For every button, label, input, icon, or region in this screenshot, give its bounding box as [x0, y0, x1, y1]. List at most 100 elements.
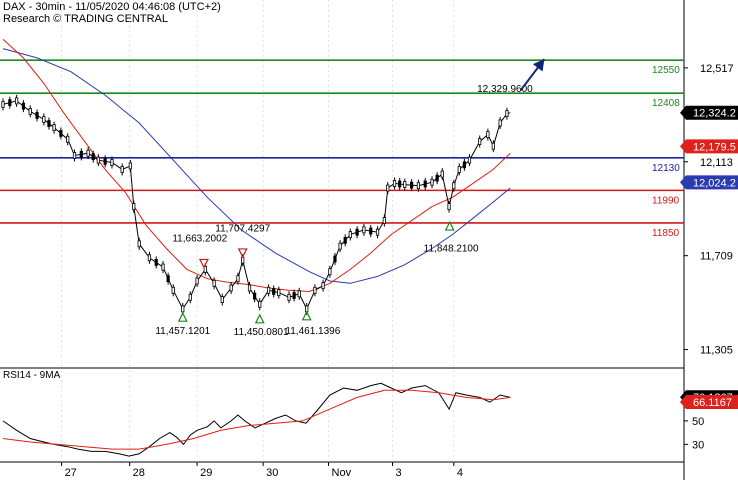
candle-body	[398, 180, 402, 188]
candle-body	[8, 99, 12, 107]
price-line	[2, 100, 511, 311]
badge-value: 66.1167	[693, 397, 732, 409]
candle-body	[292, 292, 296, 299]
time-tick-label: 3	[396, 467, 402, 479]
candle-body	[247, 284, 252, 292]
candle-body	[181, 305, 185, 313]
rsi-tick-label: 30	[692, 439, 704, 451]
candle-body	[369, 227, 373, 235]
candle-body	[47, 120, 51, 127]
candle-body	[161, 263, 165, 271]
candle-body	[132, 203, 136, 211]
candle-body	[457, 166, 461, 173]
candle-body	[375, 228, 380, 236]
candle-body	[110, 159, 114, 166]
rsi-panel: RSI14 - 9MA	[2, 370, 511, 457]
swing-high-marker	[198, 258, 209, 269]
price-tick-label: 12,113	[700, 157, 733, 169]
candle-body	[338, 242, 342, 250]
badge-shape	[680, 139, 738, 154]
candle-body	[253, 292, 257, 300]
chart-source: Research © TRADING CENTRAL	[3, 13, 168, 25]
candle-body	[498, 119, 502, 127]
candle-body	[272, 288, 276, 295]
candle-body	[287, 293, 291, 301]
candle-body	[103, 157, 107, 165]
candle-body	[505, 110, 509, 118]
candle-body	[229, 284, 233, 292]
level-label-11990: 11990	[652, 195, 680, 206]
value-badge: 12,324.2	[680, 105, 738, 120]
swing-low-marker	[254, 313, 265, 324]
candle-body	[313, 286, 317, 294]
price-annotation: 11,461.1396	[285, 326, 340, 337]
badge-value: 12,024.2	[693, 177, 736, 189]
candle-body	[328, 268, 332, 276]
rsi-tick-label: 50	[692, 416, 704, 428]
candle-body	[195, 277, 199, 285]
candle-body	[171, 286, 175, 294]
forecast-arrow-icon	[532, 59, 545, 72]
value-badge: 12,024.2	[680, 175, 738, 190]
candle-body	[59, 130, 63, 137]
price-tick-label: 11,305	[700, 345, 733, 357]
price-annotation: 11,663.2002	[172, 233, 227, 244]
candle-body	[478, 138, 482, 145]
candle-body	[343, 236, 347, 244]
candle-body	[28, 107, 32, 115]
level-label-12130: 12130	[652, 163, 680, 174]
candle-body	[362, 226, 366, 234]
candle-body	[392, 179, 397, 187]
candle-body	[21, 102, 26, 110]
badge-shape	[680, 394, 738, 409]
value-badge: 12,179.5	[680, 139, 738, 154]
candle-body	[447, 203, 451, 211]
candle-body	[416, 182, 421, 190]
candle-body	[236, 275, 240, 283]
time-tick-label: 4	[457, 467, 463, 479]
ma-slow-line	[2, 48, 511, 284]
rsi-line	[2, 382, 511, 457]
candle-body	[86, 149, 90, 157]
candle-body	[409, 181, 414, 189]
price-annotation: 11,848.2100	[424, 243, 479, 254]
candle-body	[166, 275, 170, 283]
candle-body	[386, 184, 390, 192]
candle-body	[66, 135, 70, 143]
badge-shape	[680, 175, 738, 190]
candle-body	[486, 131, 490, 138]
candle-body	[467, 156, 472, 164]
candle-body	[120, 166, 124, 173]
candle-body	[382, 217, 386, 224]
time-tick-label: 29	[200, 467, 212, 479]
candle-body	[212, 279, 216, 287]
candle-body	[333, 255, 337, 263]
candle-body	[72, 152, 77, 159]
candle-body	[147, 254, 152, 262]
candle-body	[430, 178, 434, 186]
candle-body	[266, 286, 271, 294]
candle-body	[35, 112, 39, 119]
swing-low-marker	[444, 220, 455, 231]
price-tick-label: 11,709	[700, 251, 733, 263]
candle-body	[137, 240, 141, 248]
candle-body	[321, 282, 325, 290]
candle-body	[220, 296, 224, 304]
candle-body	[91, 153, 95, 161]
price-annotation: 12,329.9600	[477, 84, 533, 95]
swing-high-marker	[237, 248, 248, 259]
candle-body	[423, 180, 427, 188]
candle-body	[96, 156, 100, 164]
candle-body	[297, 290, 301, 298]
price-annotation: 11,707.4297	[215, 224, 270, 235]
candle-body	[52, 124, 56, 132]
grid	[0, 0, 685, 480]
candle-body	[15, 97, 19, 105]
price-tick-label: 12,517	[700, 63, 734, 75]
candle-body	[154, 259, 158, 266]
value-badges: 12,324.212,179.512,024.270.136766.1167	[680, 105, 738, 409]
price-annotation: 11,457.1201	[155, 326, 210, 337]
axes: 27 28 29 30 Nov 3 4 12,517 12,113 11,709 11,305 50 3…	[61, 63, 734, 479]
candle-body	[440, 170, 444, 178]
